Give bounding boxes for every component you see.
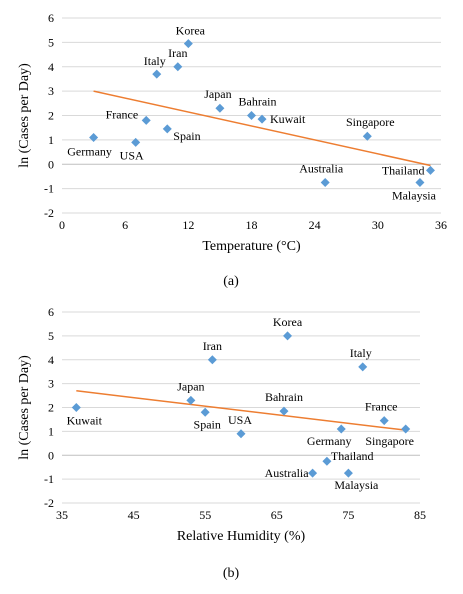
point-kuwait bbox=[257, 114, 267, 124]
point-label-usa: USA bbox=[228, 413, 252, 427]
point-france bbox=[141, 115, 151, 125]
x-tick-label: 85 bbox=[414, 508, 426, 522]
x-tick-label: 75 bbox=[342, 508, 354, 522]
point-label-kuwait: Kuwait bbox=[67, 414, 103, 428]
point-label-usa: USA bbox=[120, 148, 144, 162]
point-label-germany: Germany bbox=[307, 434, 352, 448]
chart-caption: (a) bbox=[223, 274, 239, 289]
point-spain bbox=[162, 124, 172, 134]
y-tick-label: 6 bbox=[48, 305, 54, 319]
point-label-germany: Germany bbox=[67, 144, 112, 158]
point-label-japan: Japan bbox=[177, 379, 204, 393]
y-tick-label: -2 bbox=[44, 206, 54, 220]
point-label-italy: Italy bbox=[144, 54, 166, 68]
point-label-malaysia: Malaysia bbox=[334, 478, 379, 492]
x-tick-label: 30 bbox=[372, 218, 384, 232]
point-thailand bbox=[425, 165, 435, 175]
point-label-iran: Iran bbox=[168, 46, 187, 60]
point-korea bbox=[183, 39, 193, 49]
point-iran bbox=[207, 355, 217, 365]
point-australia bbox=[320, 178, 330, 188]
point-australia bbox=[308, 468, 318, 478]
point-label-japan: Japan bbox=[204, 87, 231, 101]
point-spain bbox=[200, 407, 210, 417]
point-label-france: France bbox=[106, 107, 139, 121]
point-usa bbox=[131, 137, 141, 147]
point-malaysia bbox=[343, 468, 353, 478]
point-label-iran: Iran bbox=[203, 339, 222, 353]
point-label-singapore: Singapore bbox=[346, 115, 395, 129]
y-tick-label: -1 bbox=[44, 472, 54, 486]
x-tick-label: 55 bbox=[199, 508, 211, 522]
y-tick-label: 2 bbox=[48, 109, 54, 123]
x-tick-label: 35 bbox=[56, 508, 68, 522]
x-axis-title: Relative Humidity (%) bbox=[177, 529, 306, 544]
x-axis-title: Temperature (°C) bbox=[202, 239, 301, 254]
point-label-bahrain: Bahrain bbox=[265, 390, 303, 404]
y-tick-label: 3 bbox=[48, 377, 54, 391]
y-tick-label: 4 bbox=[48, 353, 54, 367]
point-bahrain bbox=[279, 406, 289, 416]
point-usa bbox=[236, 429, 246, 439]
point-label-italy: Italy bbox=[350, 346, 372, 360]
x-tick-label: 36 bbox=[435, 218, 447, 232]
point-label-bahrain: Bahrain bbox=[239, 95, 277, 109]
y-tick-label: 5 bbox=[48, 329, 54, 343]
trendline bbox=[76, 390, 406, 431]
y-tick-label: 6 bbox=[48, 11, 54, 25]
y-tick-label: 1 bbox=[48, 133, 54, 147]
y-tick-label: -1 bbox=[44, 182, 54, 196]
point-korea bbox=[283, 331, 293, 341]
point-singapore bbox=[362, 131, 372, 141]
point-label-korea: Korea bbox=[176, 24, 206, 38]
point-italy bbox=[152, 69, 162, 79]
point-kuwait bbox=[71, 403, 81, 412]
point-bahrain bbox=[247, 111, 256, 120]
y-axis-title: ln (Cases per Day) bbox=[17, 355, 32, 460]
point-japan bbox=[215, 103, 225, 113]
point-thailand bbox=[322, 456, 332, 466]
y-axis-title: ln (Cases per Day) bbox=[17, 63, 32, 168]
trendline bbox=[93, 90, 431, 167]
point-label-australia: Australia bbox=[265, 466, 310, 480]
y-tick-label: 0 bbox=[48, 157, 54, 171]
y-tick-label: 1 bbox=[48, 424, 54, 438]
point-iran bbox=[173, 62, 183, 72]
point-singapore bbox=[401, 424, 411, 434]
point-label-malaysia: Malaysia bbox=[392, 189, 437, 203]
point-label-thailand: Thailand bbox=[382, 163, 425, 177]
x-tick-label: 18 bbox=[246, 218, 258, 232]
point-label-spain: Spain bbox=[194, 417, 221, 431]
point-label-spain: Spain bbox=[173, 129, 200, 143]
x-tick-label: 65 bbox=[271, 508, 283, 522]
x-tick-label: 12 bbox=[182, 218, 194, 232]
point-japan bbox=[186, 395, 196, 405]
point-label-kuwait: Kuwait bbox=[270, 112, 306, 126]
point-italy bbox=[358, 362, 368, 372]
x-tick-label: 24 bbox=[309, 218, 321, 232]
x-tick-label: 45 bbox=[128, 508, 140, 522]
point-france bbox=[379, 416, 389, 426]
point-label-thailand: Thailand bbox=[331, 449, 374, 463]
y-tick-label: 3 bbox=[48, 84, 54, 98]
y-tick-label: 5 bbox=[48, 35, 54, 49]
point-label-france: France bbox=[365, 400, 398, 414]
point-label-singapore: Singapore bbox=[365, 434, 414, 448]
chart-caption: (b) bbox=[223, 566, 240, 581]
x-tick-label: 0 bbox=[59, 218, 65, 232]
point-label-australia: Australia bbox=[299, 162, 344, 176]
point-germany bbox=[336, 424, 346, 434]
y-tick-label: -2 bbox=[44, 496, 54, 510]
y-tick-label: 2 bbox=[48, 401, 54, 415]
point-malaysia bbox=[415, 178, 425, 188]
point-germany bbox=[89, 132, 99, 142]
x-tick-label: 6 bbox=[122, 218, 128, 232]
point-label-korea: Korea bbox=[273, 315, 303, 329]
y-tick-label: 0 bbox=[48, 448, 54, 462]
y-tick-label: 4 bbox=[48, 60, 54, 74]
